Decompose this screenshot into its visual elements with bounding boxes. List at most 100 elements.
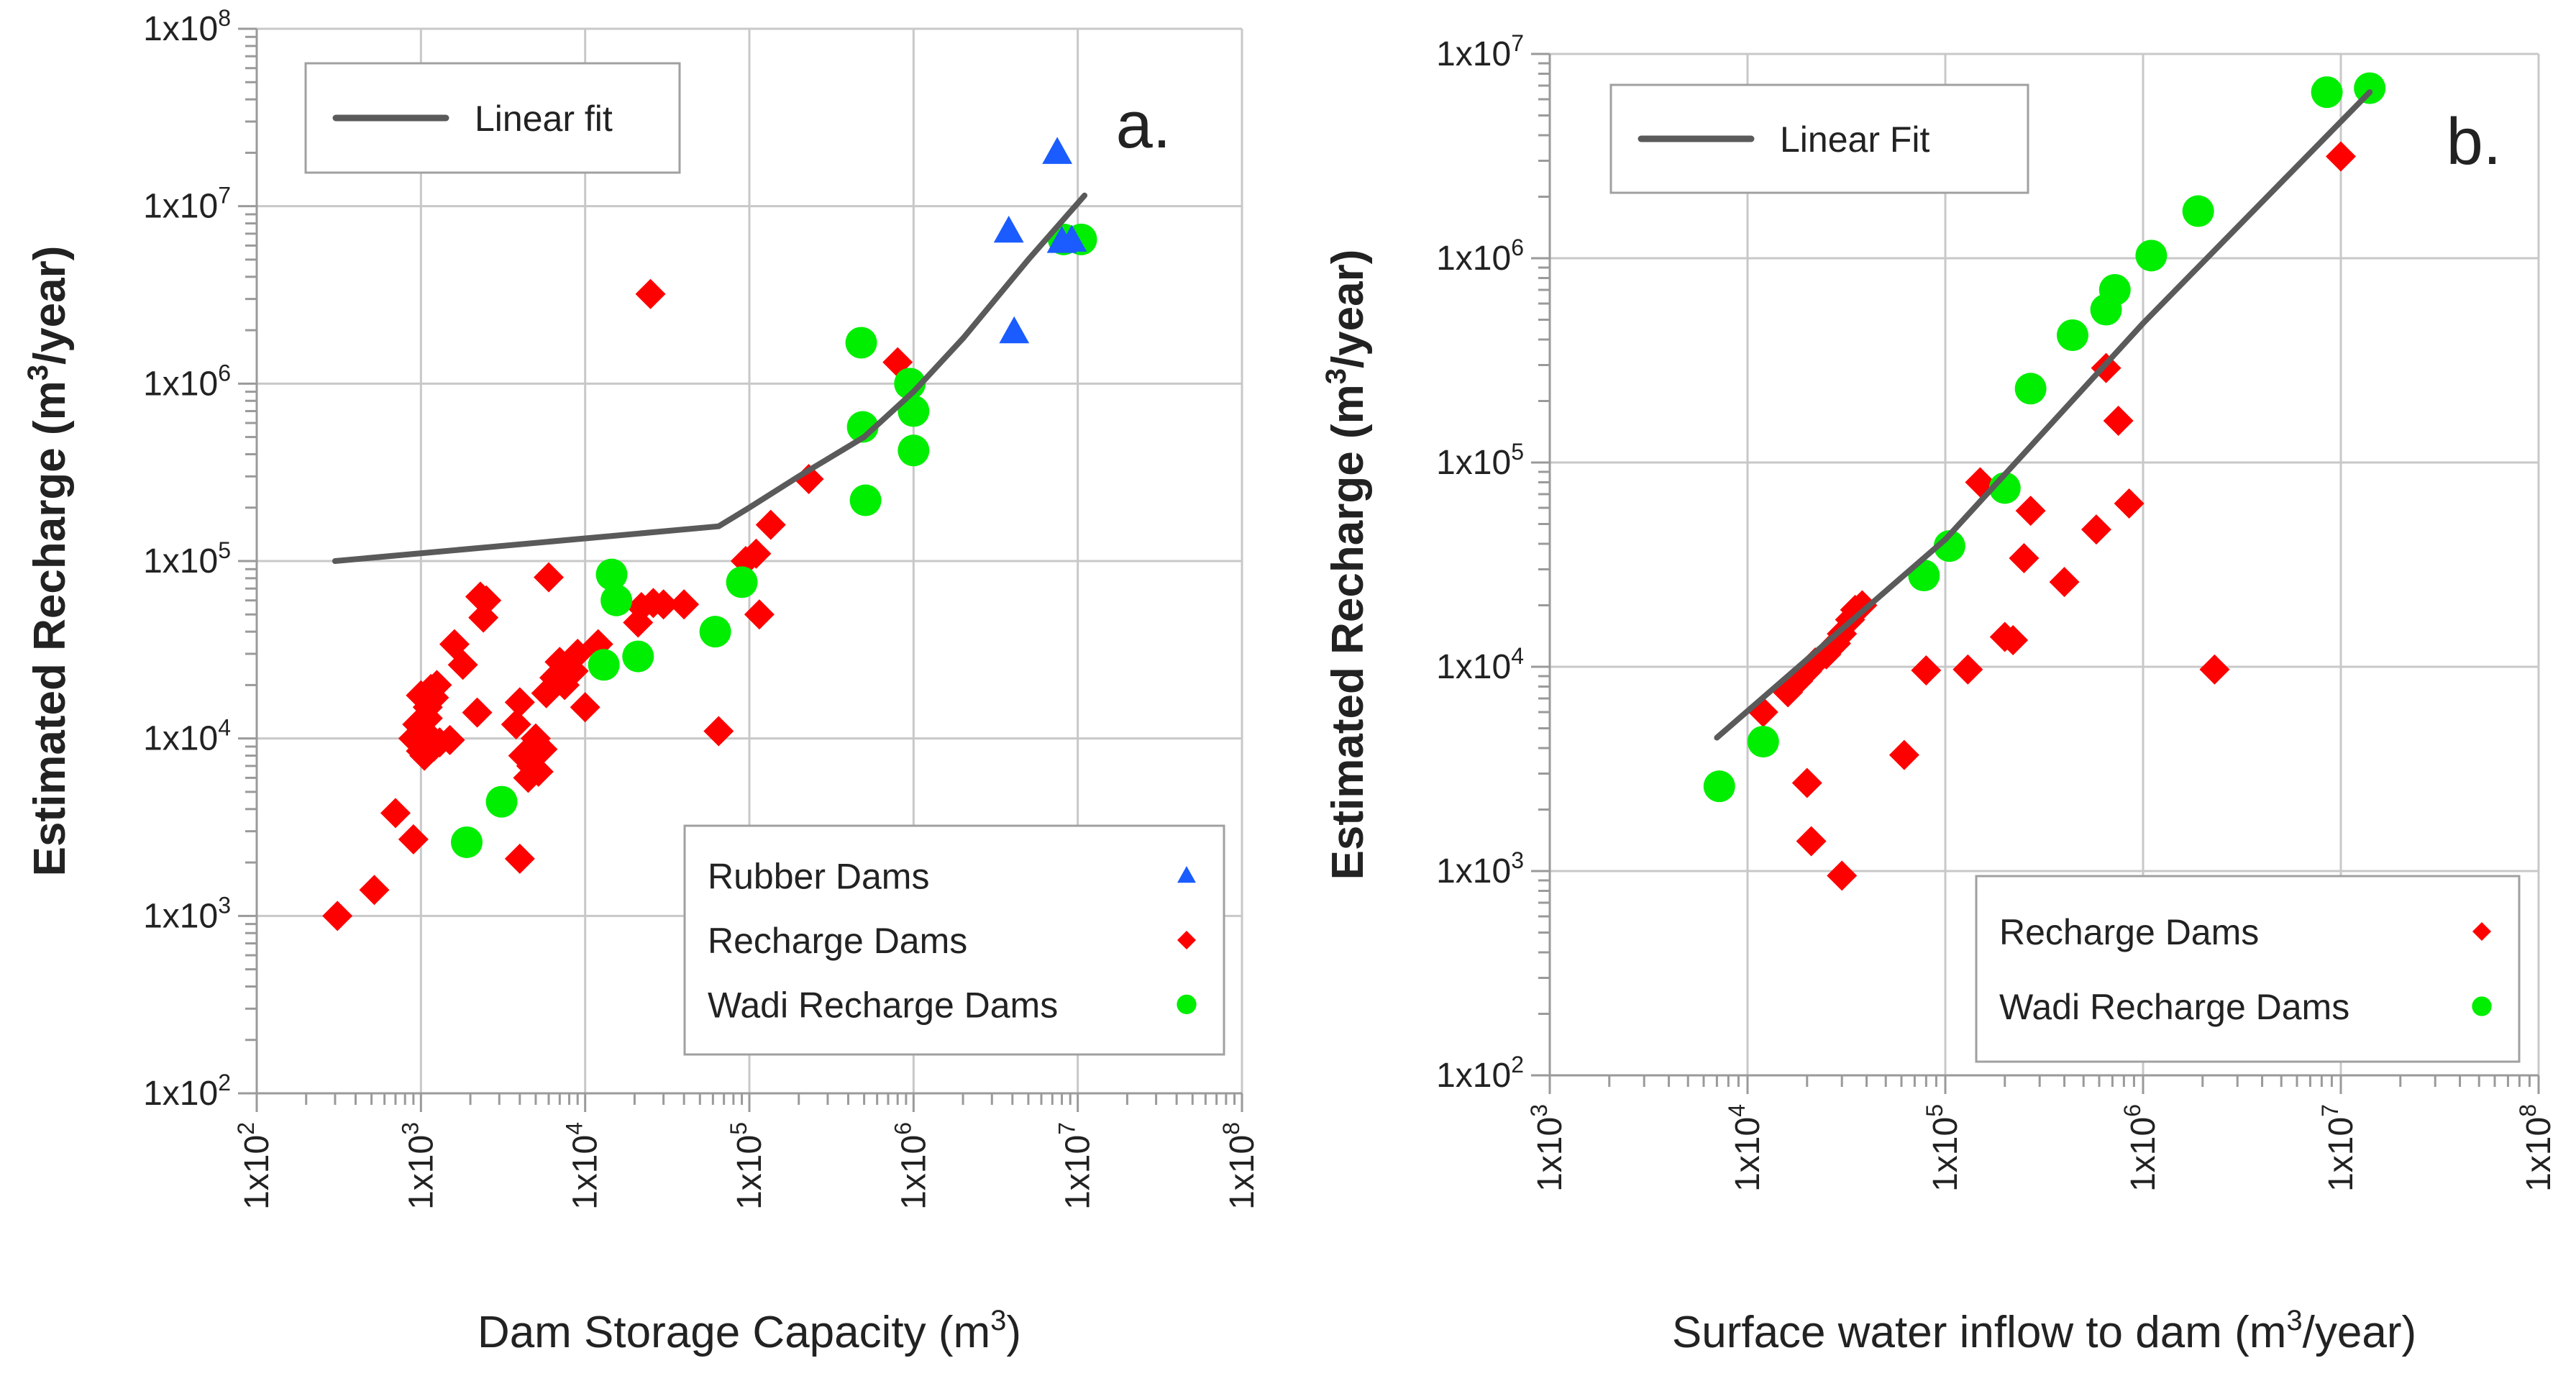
y-tick-label: 1x105 [143,537,231,580]
legend-marker [1177,930,1197,950]
y-tick-exponent: 2 [1511,1052,1524,1077]
y-axis-title-tail: /year) [25,246,75,365]
legend-marker [2472,996,2492,1016]
data-point [600,584,633,616]
data-point [1796,826,1827,857]
x-tick-label: 1x107 [2317,1104,2360,1192]
x-tick-exponent: 6 [2119,1104,2145,1117]
y-tick-exponent: 3 [1511,847,1524,873]
data-point [898,434,930,467]
y-tick-base: 1x10 [1436,852,1511,890]
series-legend-box [683,824,1225,1056]
data-point [898,395,930,427]
data-point [703,716,734,747]
chart-panel-a: 1x1021x1031x1041x1051x1061x1071x1081x102… [22,5,1261,1357]
y-axis-title-sup: 3 [22,365,54,381]
data-point [412,703,443,734]
legend-marker [1177,994,1197,1014]
legend-marker [2472,921,2492,942]
y-tick-label: 1x106 [1436,234,1524,278]
data-point [2015,496,2046,527]
x-tick-label: 1x108 [1218,1122,1261,1210]
y-axis-title-tail: /year) [1323,250,1373,368]
y-tick-label: 1x105 [1436,439,1524,482]
x-tick-base: 1x10 [895,1135,933,1210]
x-tick-exponent: 7 [2317,1104,2343,1117]
axis-ticks [1531,53,2540,1094]
x-tick-base: 1x10 [1059,1135,1097,1210]
x-tick-label: 1x105 [726,1122,769,1210]
x-tick-base: 1x10 [731,1135,769,1210]
x-tick-exponent: 5 [1922,1104,1947,1117]
series-legend: Recharge Dams Wadi Recharge Dams [1975,875,2521,1063]
data-point [845,327,877,359]
y-tick-exponent: 4 [218,715,231,741]
data-point [622,640,654,673]
y-tick-label: 1x102 [143,1070,231,1113]
y-tick-exponent: 3 [218,892,231,918]
data-point [450,826,483,858]
data-point [471,585,502,616]
data-point [669,589,700,620]
y-tick-exponent: 7 [1511,30,1524,56]
y-axis-title-text: Estimated Recharge (m [1323,384,1373,880]
data-point [635,278,666,309]
data-point [755,509,786,540]
x-tick-exponent: 5 [726,1122,752,1135]
data-point [2049,567,2080,598]
fit-legend-label: Linear fit [475,99,613,139]
x-tick-base: 1x10 [1729,1117,1767,1192]
x-tick-base: 1x10 [2322,1117,2360,1192]
data-point [1747,726,1779,758]
y-tick-base: 1x10 [143,365,218,403]
data-point [993,215,1024,243]
y-tick-exponent: 5 [1511,439,1524,465]
y-axis-title-sup: 3 [1320,368,1352,384]
data-point [1042,137,1073,164]
y-tick-label: 1x106 [143,360,231,403]
data-point [1911,655,1942,686]
panel-label: b. [2447,105,2502,178]
y-tick-base: 1x10 [143,1075,218,1113]
x-axis-title-text: Dam Storage Capacity (m [478,1308,990,1357]
series-rubber-dams [993,137,1087,344]
x-tick-base: 1x10 [1531,1117,1569,1192]
y-tick-exponent: 7 [218,183,231,209]
x-axis-title-tail: /year) [2303,1308,2416,1357]
y-tick-exponent: 5 [218,537,231,563]
data-point [1888,739,1919,770]
data-point [504,687,535,718]
y-tick-base: 1x10 [143,10,218,48]
series-legend: Rubber Dams Recharge Dams Wadi Recharge Da… [683,824,1225,1056]
y-tick-label: 1x108 [143,5,231,48]
fit-legend: Linear Fit [1609,83,2029,194]
data-point [2182,195,2214,227]
data-point [504,843,535,874]
x-tick-exponent: 8 [2515,1104,2541,1117]
axis-ticks [238,27,1243,1112]
data-point [726,566,758,598]
y-tick-label: 1x107 [143,183,231,226]
x-axis-title: Surface water inflow to dam (m3/year) [1672,1305,2416,1357]
x-tick-base: 1x10 [2520,1117,2558,1192]
x-tick-base: 1x10 [567,1135,605,1210]
data-point [2081,514,2111,545]
x-tick-base: 1x10 [2124,1117,2162,1192]
y-axis-title: Estimated Recharge (m3/year) [1320,250,1373,880]
x-tick-label: 1x104 [562,1122,605,1210]
data-point [2326,141,2356,172]
series-wadi-recharge-dams [1703,72,2386,803]
x-tick-exponent: 6 [890,1122,915,1135]
data-point [1827,860,1858,891]
data-point [485,785,518,818]
fit-line [332,192,1088,564]
y-tick-base: 1x10 [1436,444,1511,482]
y-tick-exponent: 2 [218,1070,231,1095]
y-tick-base: 1x10 [1436,35,1511,73]
y-tick-base: 1x10 [143,188,218,226]
data-point [527,734,558,765]
fit-legend-label: Linear Fit [1780,119,1930,160]
data-point [1998,624,2029,655]
data-point [2009,543,2040,574]
x-tick-label: 1x107 [1054,1122,1097,1210]
